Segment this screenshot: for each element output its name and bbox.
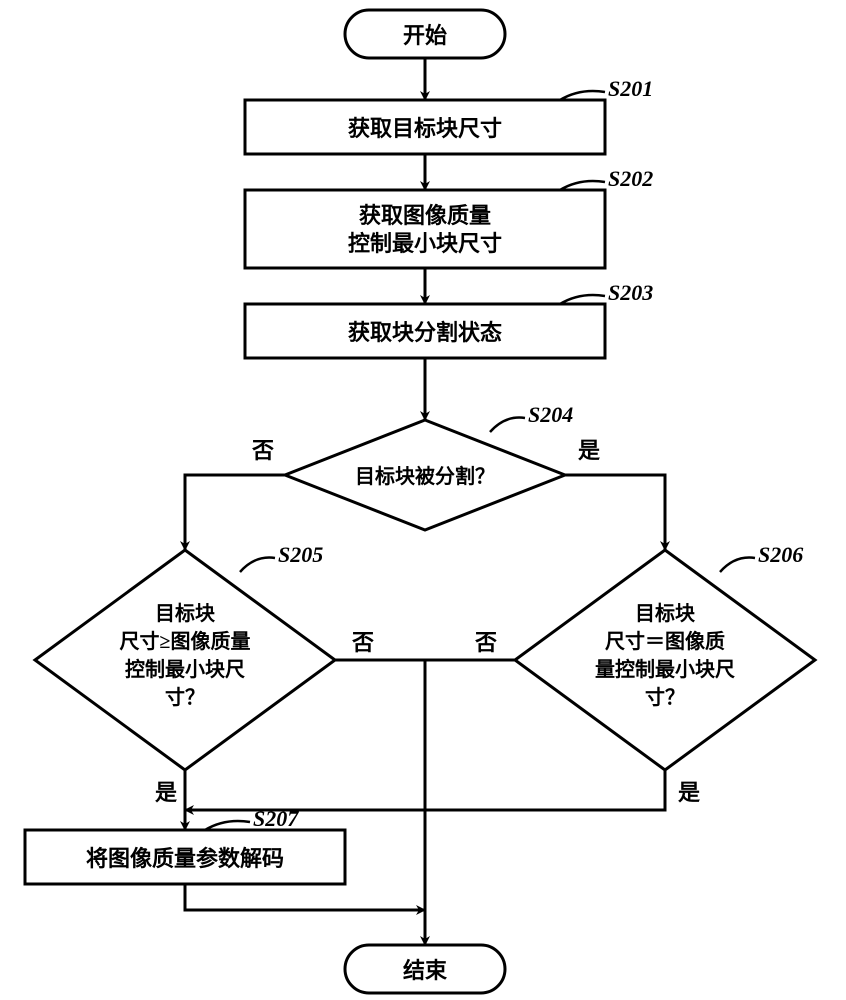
s207-text: 将图像质量参数解码 bbox=[86, 846, 284, 871]
s204-yes-label: 是 bbox=[578, 438, 600, 463]
s206-yes-label: 是 bbox=[678, 780, 700, 805]
s205-label: S205 bbox=[278, 542, 323, 567]
s206-text-4: 寸？ bbox=[645, 686, 685, 709]
s204-no-label: 否 bbox=[251, 438, 274, 463]
s202-node: 获取图像质量 控制最小块尺寸 S202 bbox=[245, 166, 653, 268]
end-label: 结束 bbox=[403, 958, 448, 983]
s203-node: 获取块分割状态 S203 bbox=[245, 280, 653, 358]
s204-label: S204 bbox=[528, 402, 573, 427]
branch-labels: 否 是 否 是 否 是 bbox=[155, 438, 700, 805]
s202-text-1: 获取图像质量 bbox=[359, 203, 491, 228]
s205-text-2: 尺寸≥图像质量 bbox=[120, 629, 251, 653]
s206-text-2: 尺寸＝图像质 bbox=[605, 629, 725, 653]
edge-s205no-end bbox=[335, 660, 425, 945]
s205-node: 目标块 尺寸≥图像质量 控制最小块尺 寸？ S205 bbox=[35, 542, 335, 770]
s203-text: 获取块分割状态 bbox=[348, 320, 502, 345]
s204-node: 目标块被分割？ S204 bbox=[285, 402, 573, 530]
edge-s207-merge bbox=[185, 884, 425, 910]
s205-yes-label: 是 bbox=[155, 780, 177, 805]
s206-no-label: 否 bbox=[474, 630, 497, 655]
s204-text: 目标块被分割？ bbox=[355, 464, 495, 488]
start-node: 开始 bbox=[345, 10, 505, 58]
s205-text-3: 控制最小块尺 bbox=[125, 657, 245, 681]
s206-node: 目标块 尺寸＝图像质 量控制最小块尺 寸？ S206 bbox=[515, 542, 815, 770]
s205-no-label: 否 bbox=[351, 630, 374, 655]
s206-text-3: 量控制最小块尺 bbox=[595, 657, 735, 681]
s205-text-4: 寸？ bbox=[165, 686, 205, 709]
start-label: 开始 bbox=[403, 23, 447, 48]
s202-text-2: 控制最小块尺寸 bbox=[348, 231, 502, 256]
end-node: 结束 bbox=[345, 945, 505, 993]
edge-s204-s205 bbox=[185, 475, 285, 550]
s202-label: S202 bbox=[608, 166, 653, 191]
s205-text-1: 目标块 bbox=[155, 602, 216, 625]
s206-label: S206 bbox=[758, 542, 803, 567]
s206-text-1: 目标块 bbox=[635, 602, 696, 625]
s201-node: 获取目标块尺寸 S201 bbox=[245, 76, 653, 154]
s201-text: 获取目标块尺寸 bbox=[348, 116, 502, 141]
s201-label: S201 bbox=[608, 76, 653, 101]
edge-s204-s206 bbox=[565, 475, 665, 550]
s203-label: S203 bbox=[608, 280, 653, 305]
